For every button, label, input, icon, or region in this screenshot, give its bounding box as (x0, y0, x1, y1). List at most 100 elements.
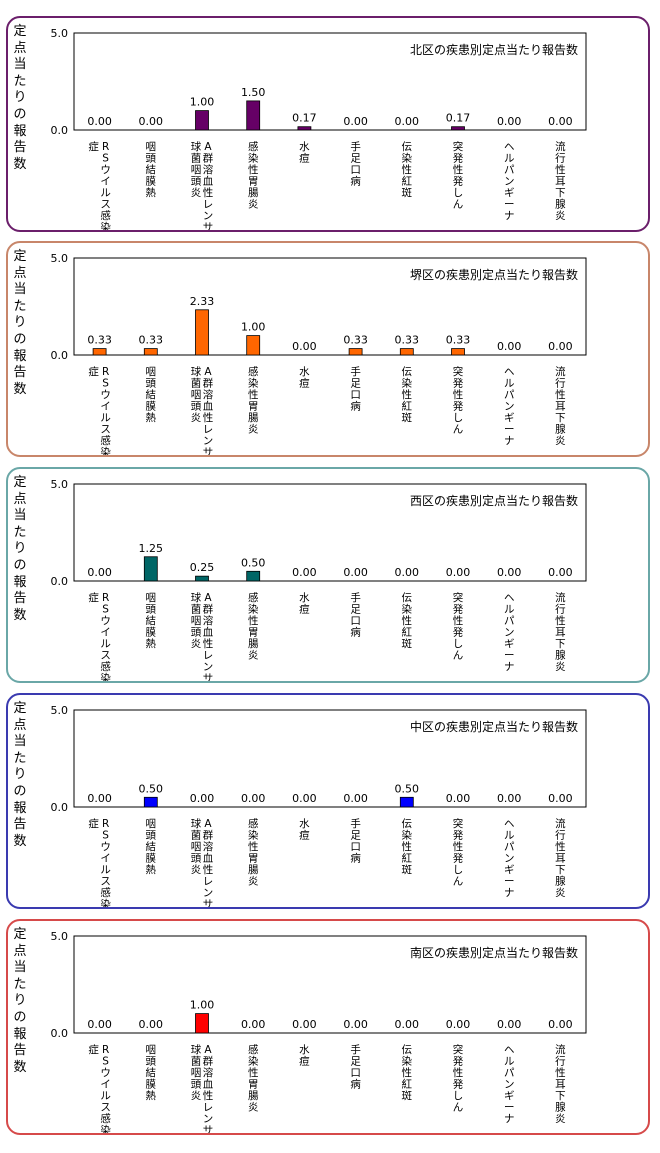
data-label: 0.00 (395, 566, 420, 579)
svg-text:溶: 溶 (203, 388, 214, 401)
bar (246, 100, 261, 131)
svg-text:病: 病 (350, 1078, 361, 1091)
data-label: 0.00 (343, 792, 368, 805)
svg-text:性: 性 (203, 186, 214, 199)
svg-text:染: 染 (248, 377, 259, 390)
svg-text:炎: 炎 (248, 1102, 259, 1114)
svg-text:ル: ル (504, 604, 515, 616)
chart-title: 南区の疾患別定点当たり報告数 (410, 945, 578, 960)
svg-text:咽: 咽 (191, 841, 202, 853)
chart-title: 中区の疾患別定点当たり報告数 (410, 719, 578, 734)
chart-panel: 定点当たりの報告数 5.0 0.0 中区の疾患別定点当たり報告数 0.00 R S ウイルス感… (6, 693, 650, 909)
svg-text:性: 性 (555, 614, 566, 627)
data-label: 0.00 (292, 792, 317, 805)
svg-text:パ: パ (504, 389, 515, 401)
data-label: 0.00 (497, 1018, 522, 1031)
svg-text:血: 血 (203, 852, 214, 865)
svg-text:足: 足 (350, 1056, 361, 1068)
data-label: 0.00 (292, 1018, 317, 1031)
svg-text:口: 口 (350, 389, 361, 401)
svg-text:耳: 耳 (555, 401, 566, 413)
svg-text:染: 染 (100, 446, 111, 456)
svg-text:ん: ん (453, 424, 464, 436)
svg-text:ヘ: ヘ (504, 1044, 515, 1056)
svg-text:性: 性 (402, 1066, 413, 1079)
svg-text:腸: 腸 (248, 412, 259, 424)
data-label: 0.00 (446, 566, 471, 579)
svg-text:パ: パ (504, 841, 515, 853)
svg-text:ナ: ナ (504, 435, 515, 447)
svg-text:イ: イ (100, 1079, 111, 1091)
svg-text:感: 感 (100, 434, 111, 447)
data-label: 1.00 (190, 999, 215, 1012)
svg-text:流: 流 (555, 365, 566, 378)
svg-text:耳: 耳 (555, 853, 566, 865)
x-tick-label: 水痘 (299, 818, 310, 842)
svg-text:伝: 伝 (402, 592, 413, 604)
svg-text:咽: 咽 (146, 1044, 157, 1056)
svg-text:A: A (204, 366, 212, 378)
svg-text:足: 足 (350, 604, 361, 616)
svg-text:炎: 炎 (248, 424, 259, 436)
bar (451, 348, 465, 356)
svg-text:群: 群 (203, 829, 214, 842)
svg-text:ン: ン (504, 853, 515, 865)
svg-text:結: 結 (146, 388, 157, 401)
svg-text:口: 口 (350, 164, 361, 176)
svg-text:頭: 頭 (191, 853, 202, 865)
svg-text:染: 染 (402, 152, 413, 165)
svg-text:突: 突 (453, 140, 464, 153)
data-label: 0.00 (395, 1018, 420, 1031)
svg-text:性: 性 (555, 1066, 566, 1079)
svg-text:溶: 溶 (203, 1066, 214, 1079)
svg-text:結: 結 (146, 614, 157, 627)
svg-text:性: 性 (402, 614, 413, 627)
svg-text:ス: ス (100, 650, 111, 662)
svg-text:感: 感 (100, 660, 111, 673)
svg-text:炎: 炎 (191, 412, 202, 424)
svg-text:ヘ: ヘ (504, 818, 515, 830)
data-label: 0.00 (343, 1018, 368, 1031)
svg-text:下: 下 (555, 187, 566, 199)
bar (297, 126, 312, 131)
svg-text:行: 行 (555, 829, 566, 842)
svg-text:ヘ: ヘ (504, 366, 515, 378)
svg-text:ー: ー (504, 424, 515, 436)
data-label: 0.33 (139, 334, 164, 347)
data-label: 0.00 (139, 115, 164, 128)
bar (246, 570, 261, 582)
svg-text:イ: イ (100, 176, 111, 188)
svg-text:膜: 膜 (146, 853, 157, 865)
bar (143, 348, 158, 356)
svg-text:咽: 咽 (146, 592, 157, 604)
svg-text:R: R (102, 366, 109, 378)
svg-text:水: 水 (299, 818, 310, 830)
svg-text:性: 性 (203, 863, 214, 876)
svg-text:病: 病 (350, 400, 361, 413)
svg-text:染: 染 (402, 829, 413, 842)
svg-text:パ: パ (504, 615, 515, 627)
svg-text:発: 発 (453, 152, 464, 165)
data-label: 0.00 (190, 792, 215, 805)
svg-text:頭: 頭 (146, 378, 157, 390)
data-label: 0.00 (497, 792, 522, 805)
svg-text:発: 発 (453, 377, 464, 390)
svg-text:ン: ン (504, 627, 515, 639)
svg-text:腺: 腺 (555, 1101, 566, 1114)
svg-text:ー: ー (504, 876, 515, 888)
svg-text:発: 発 (453, 603, 464, 616)
svg-text:感: 感 (248, 591, 259, 604)
bar (348, 348, 363, 356)
svg-text:溶: 溶 (203, 163, 214, 176)
data-label: 0.00 (446, 1018, 471, 1031)
svg-text:突: 突 (453, 591, 464, 604)
data-label: 0.00 (497, 115, 522, 128)
